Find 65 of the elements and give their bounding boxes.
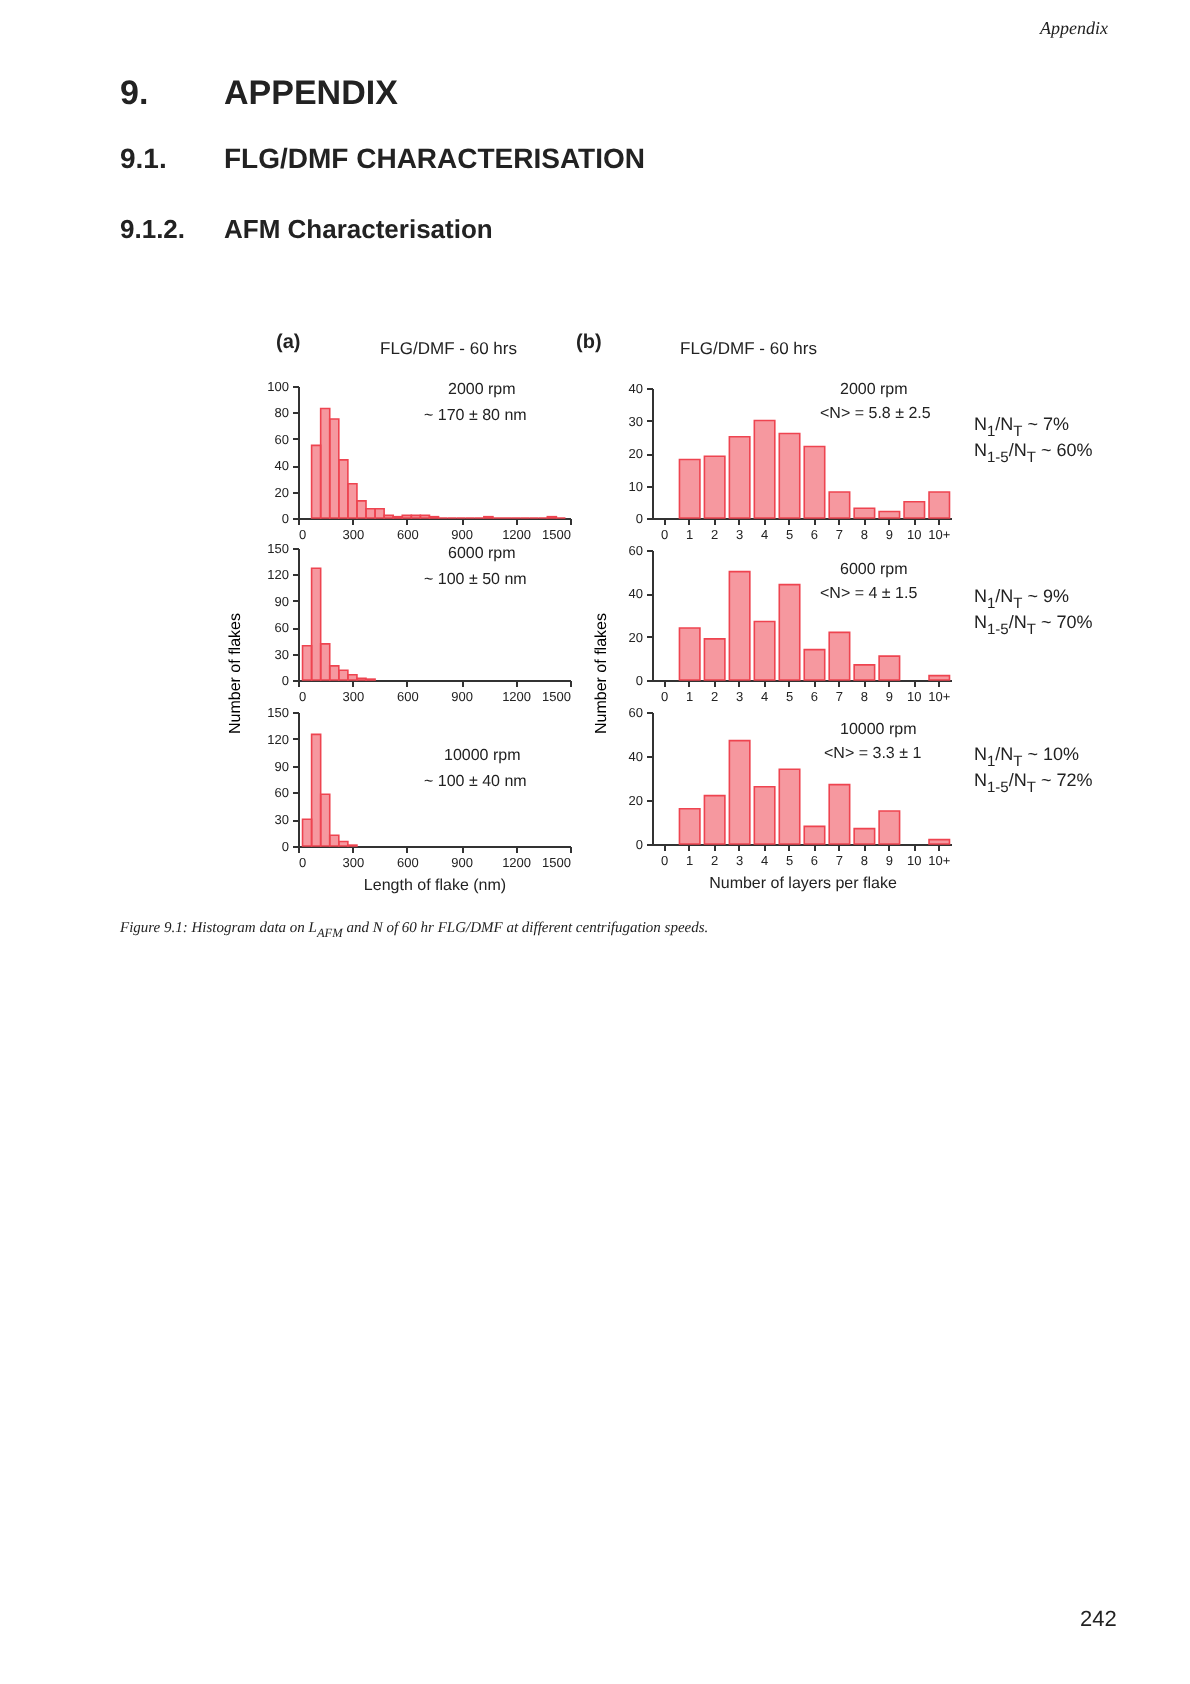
bar [753,786,776,845]
bar [903,500,926,519]
bar [778,768,801,845]
chart-title: FLG/DMF - 60 hrs [380,338,517,358]
bar [678,458,701,519]
text: Appendix [1040,18,1108,38]
bar [928,838,951,845]
bar [853,507,876,519]
bar [928,674,951,681]
bar [703,638,726,681]
text: 9.1.2. [120,214,186,244]
text: AFM Characterisation [224,214,493,244]
bar [728,570,751,681]
text: N$_{1}$/N$_{T}$ ~ 7% [974,414,1070,440]
y-axis-title: Number of flakes [226,613,244,734]
bar [753,620,776,681]
text: 9. [120,74,149,112]
text: (a) [276,332,301,354]
bar [678,808,701,845]
annotation: 10000 rpm [840,720,917,738]
annotation: 10000 rpm [444,746,521,764]
text: 9.1. [120,142,167,174]
annotation: <N> = 3.3 ± 1 [824,744,922,762]
bar [803,648,826,681]
bar [828,783,851,845]
text: 242 [1080,1608,1117,1632]
annotation: ~ 100 ± 40 nm [424,772,527,790]
bar [753,419,776,519]
bar [878,655,901,681]
bar [703,455,726,519]
x-axis-title: Number of layers per flake [709,874,898,892]
bar [853,664,876,681]
bar [853,827,876,845]
annotation: 2000 rpm [448,380,516,398]
text: N$_{1-5}$/N$_{T}$ ~ 60% [974,440,1093,466]
text: N$_{1-5}$/N$_{T}$ ~ 72% [974,770,1093,796]
text: FLG/DMF CHARACTERISATION [224,142,645,174]
chart-title: FLG/DMF - 60 hrs [680,338,817,358]
text: N$_{1-5}$/N$_{T}$ ~ 70% [974,612,1093,638]
bar [928,491,951,519]
annotation: <N> = 4 ± 1.5 [820,584,918,602]
annotation: ~ 100 ± 50 nm [424,570,527,588]
annotation: 6000 rpm [448,544,516,562]
annotation: 6000 rpm [840,560,908,578]
bar [878,810,901,845]
bar [778,583,801,681]
bar [728,435,751,519]
bar [878,510,901,519]
text: N$_{1}$/N$_{T}$ ~ 10% [974,744,1080,770]
bar [728,739,751,845]
annotation: <N> = 5.8 ± 2.5 [820,404,931,422]
y-axis-title: Number of flakes [592,613,610,734]
text: APPENDIX [224,74,398,112]
annotation: 2000 rpm [840,380,908,398]
bar [828,631,851,681]
bar [703,794,726,845]
bar [778,432,801,519]
bar [678,627,701,681]
bar [803,445,826,519]
annotation: ~ 170 ± 80 nm [424,406,527,424]
text: (b) [576,332,602,354]
x-axis-title: Length of flake (nm) [363,876,507,894]
bar [803,825,826,845]
bar [828,491,851,519]
text: N$_{1}$/N$_{T}$ ~ 9% [974,586,1070,612]
